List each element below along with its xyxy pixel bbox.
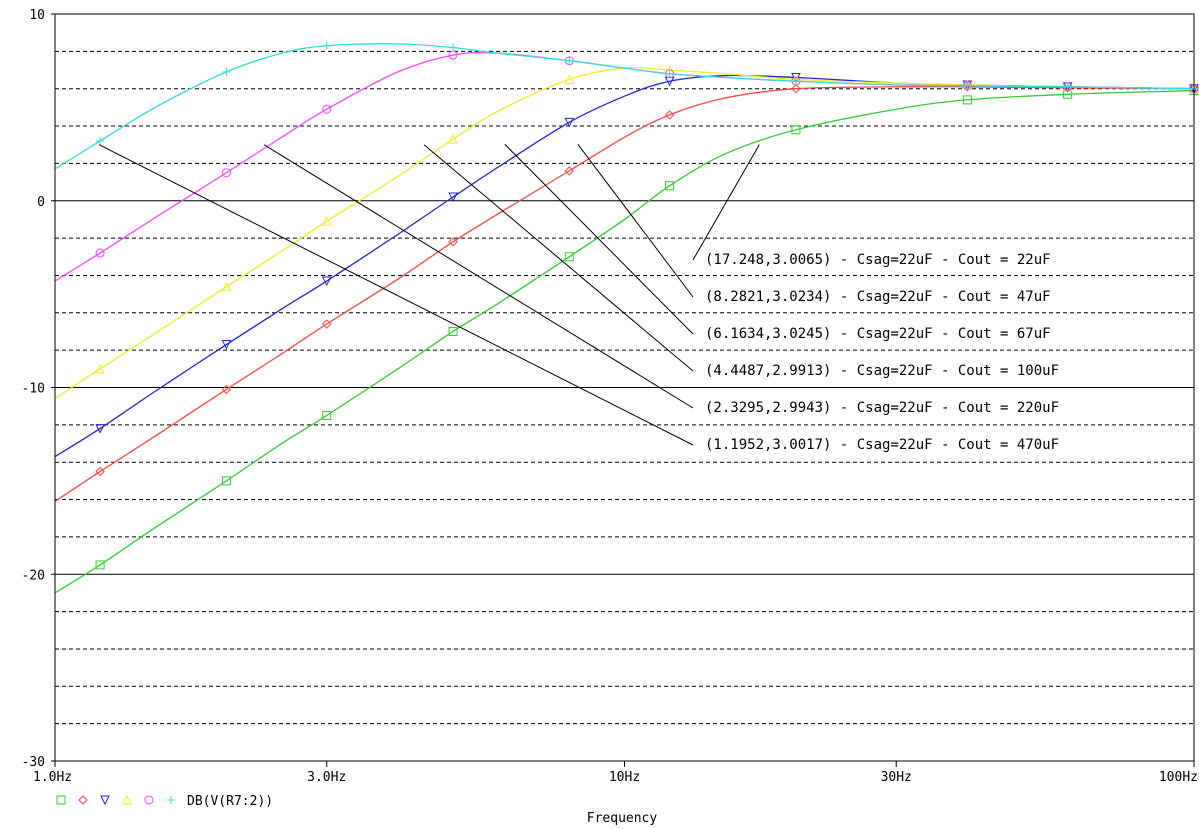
- x-tick-label: 3.0Hz: [307, 770, 346, 785]
- legend-marker-5: [144, 795, 154, 805]
- series-line-4: [54, 67, 1195, 400]
- annotation-label: (4.4487,2.9913) - Csag=22uF - Cout = 100…: [705, 363, 1059, 379]
- series-point-4: [95, 363, 105, 374]
- y-axis-ticks: 10 0 -10 -20 -30: [22, 8, 55, 770]
- series-point-2: [564, 166, 575, 176]
- series-point-3: [95, 424, 105, 434]
- annotation-label: (8.2821,3.0234) - Csag=22uF - Cout = 47u…: [705, 289, 1051, 305]
- y-tick-label: -30: [22, 755, 45, 770]
- legend-marker-1: [56, 795, 66, 805]
- series-point-6: [322, 41, 331, 50]
- series-point-4: [448, 134, 458, 144]
- annotations: (17.248,3.0065) - Csag=22uF - Cout = 22u…: [98, 143, 1059, 453]
- series-point-3: [221, 340, 232, 350]
- annotation-label: (1.1952,3.0017) - Csag=22uF - Cout = 470…: [705, 437, 1059, 453]
- x-axis-ticks: 1.0Hz 3.0Hz 10Hz 30Hz 100Hz: [33, 761, 1198, 785]
- annotation-leader-line: [423, 144, 694, 372]
- series-point-2: [664, 110, 675, 120]
- series-point-2: [448, 237, 458, 247]
- series-point-2: [322, 319, 332, 329]
- x-tick-label: 10Hz: [609, 770, 640, 785]
- x-tick-label: 30Hz: [881, 770, 912, 785]
- series-line-2: [54, 86, 1195, 502]
- y-tick-label: -20: [22, 568, 45, 583]
- annotation-label: (17.248,3.0065) - Csag=22uF - Cout = 22u…: [705, 252, 1051, 268]
- series-point-1: [962, 95, 972, 105]
- series-point-1: [564, 252, 574, 262]
- legend-label: DB(V(R7:2)): [187, 794, 273, 809]
- series-point-6: [1063, 82, 1072, 91]
- series-point-6: [963, 81, 972, 90]
- annotation-leader-line: [98, 144, 694, 446]
- annotation-label: (6.1634,3.0245) - Csag=22uF - Cout = 67u…: [705, 326, 1051, 342]
- annotation-leader-line: [263, 144, 694, 409]
- x-tick-label: 100Hz: [1159, 770, 1198, 785]
- series-point-6: [96, 136, 105, 145]
- series-line-6: [54, 43, 1195, 170]
- series-point-1: [95, 560, 105, 570]
- series-point-6: [565, 56, 574, 65]
- series-group: [54, 41, 1199, 594]
- series-point-1: [322, 411, 332, 421]
- x-axis-label: Frequency: [587, 811, 658, 826]
- y-tick-label: 0: [37, 195, 45, 210]
- legend: DB(V(R7:2)): [56, 794, 273, 809]
- series-point-3: [448, 192, 458, 203]
- series-point-4: [564, 74, 575, 84]
- series-point-3: [564, 117, 575, 128]
- series-point-6: [665, 69, 674, 78]
- series-point-1: [791, 125, 801, 135]
- series-point-5: [221, 168, 231, 178]
- legend-symbols: [56, 794, 175, 806]
- annotation-label: (2.3295,2.9943) - Csag=22uF - Cout = 220…: [705, 400, 1059, 416]
- series-point-1: [221, 476, 231, 486]
- series-point-1: [448, 326, 458, 336]
- series-point-2: [221, 384, 232, 395]
- series-point-6: [222, 67, 231, 76]
- y-tick-label: -10: [22, 382, 45, 397]
- series-point-6: [449, 43, 458, 52]
- series-point-2: [95, 466, 105, 477]
- legend-marker-4: [122, 794, 132, 805]
- series-point-6: [791, 77, 800, 86]
- series-point-5: [95, 248, 105, 258]
- y-tick-label: 10: [29, 8, 45, 23]
- series-point-4: [321, 216, 332, 226]
- series-point-1: [665, 181, 675, 191]
- series-point-4: [221, 281, 232, 292]
- legend-marker-2: [78, 795, 88, 805]
- annotation-leader-line: [504, 143, 694, 335]
- legend-marker-3: [100, 795, 110, 806]
- x-tick-label: 1.0Hz: [33, 770, 72, 785]
- series-line-1: [54, 89, 1195, 594]
- legend-marker-6: [167, 796, 175, 804]
- annotation-leader-line: [577, 143, 694, 298]
- series-point-3: [321, 276, 332, 287]
- grid: [55, 50, 1194, 725]
- series-point-5: [322, 104, 332, 114]
- series-point-2: [791, 83, 801, 94]
- annotation-leader-line: [692, 144, 760, 261]
